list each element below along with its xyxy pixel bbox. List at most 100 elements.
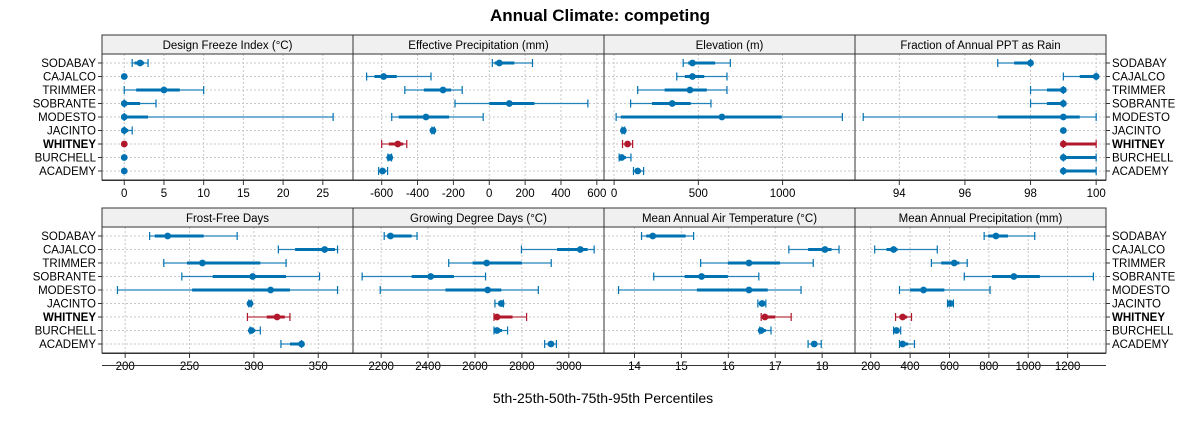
median-point [120,154,128,161]
site-mark-sobrante [454,99,589,108]
site-label: ACADEMY [39,339,96,351]
median-point [439,86,447,94]
site-mark-sodabay [149,232,238,240]
site-mark-cajalco [277,245,339,254]
panels-layer: Design Freeze Index (°C) 0 5 10 15 20 25 SODABA… [33,34,1176,373]
median-point [1010,273,1018,280]
site-label: ACADEMY [39,166,96,178]
site-mark-modesto [120,113,334,121]
median-point [497,300,505,307]
site-label: SOBRANTE [1112,272,1176,284]
site-mark-sodabay [640,232,695,240]
site-mark-jacinto [946,299,955,308]
site-label: BURCHELL [1112,153,1174,165]
site-label: SOBRANTE [33,272,97,284]
panel-4: Fraction of Annual PPT as Rain 94 96 98 100 S… [854,34,1176,200]
median-point [618,154,626,161]
median-point [624,140,631,148]
median-point [761,313,769,321]
site-mark-cajalco [874,245,938,254]
panel-title: Effective Precipitation (mm) [408,40,549,52]
site-mark-trimmer [123,86,205,94]
x-tick-label: 17 [769,361,782,373]
median-point [120,140,128,148]
site-label: JACINTO [1112,299,1161,311]
site-label: SODABAY [1112,231,1167,243]
median-point [120,100,128,107]
site-mark-whitney [120,140,128,148]
x-tick-label: 16 [722,361,735,373]
median-point [394,140,402,148]
x-tick-label: 400 [551,188,570,200]
x-tick-label: -400 [406,188,429,200]
site-label: CAJALCO [43,72,96,84]
site-mark-academy [898,340,916,348]
site-mark-trimmer [404,86,463,94]
median-point [136,59,144,67]
panel-title: Design Freeze Index (°C) [163,40,293,52]
median-point [380,73,388,80]
site-label: TRIMMER [42,258,96,270]
x-tick-label: 0 [121,188,127,200]
site-mark-sobrante [181,272,321,281]
site-label: MODESTO [1112,285,1170,297]
site-mark-burchell [493,326,509,335]
x-tick-label: 18 [816,361,829,373]
panel-8: Mean Annual Precipitation (mm) 200 400 600 8… [854,207,1176,373]
x-tick-label: 5 [161,188,167,200]
x-tick-label: 1000 [770,188,796,200]
median-point [920,286,927,294]
site-label: CAJALCO [1112,245,1165,257]
median-point [810,340,818,348]
site-mark-sobrante [361,272,487,281]
median-point [120,73,128,80]
site-mark-modesto [116,286,339,294]
median-point [890,246,897,253]
site-mark-sodabay [131,59,149,67]
x-tick-label: 0 [486,188,492,200]
site-mark-sobrante [963,272,1095,281]
site-mark-sobrante [1029,99,1067,108]
panel-title: Frost-Free Days [186,213,269,225]
site-mark-cajalco [676,72,728,81]
median-point [120,127,128,134]
site-label: WHITNEY [43,139,96,151]
site-mark-jacinto [120,126,133,135]
site-mark-whitney [381,140,408,148]
site-mark-sobrante [653,272,760,281]
x-tick-label: 3000 [556,361,582,373]
site-mark-whitney [894,313,913,321]
site-mark-whitney [621,140,634,148]
site-mark-trimmer [1029,86,1067,94]
median-point [120,113,128,121]
median-point [757,327,765,334]
x-tick-label: 10 [197,188,210,200]
median-point [321,246,329,253]
site-mark-jacinto [429,126,437,135]
median-point [495,59,503,67]
site-label: ACADEMY [1112,166,1169,178]
site-mark-academy [632,167,645,175]
panel-title: Mean Annual Air Temperature (°C) [642,213,817,225]
x-tick-label: 600 [940,361,959,373]
site-label: TRIMMER [1112,258,1166,270]
median-point [483,259,491,267]
site-label: JACINTO [47,299,96,311]
site-mark-modesto [898,286,991,294]
median-point [1027,59,1034,67]
panel-1: Design Freeze Index (°C) 0 5 10 15 20 25 SODABA… [33,34,354,200]
x-tick-label: 600 [587,188,606,200]
x-tick-label: 800 [979,361,998,373]
panel-2: Effective Precipitation (mm) -600 -400 -200… [352,34,606,200]
x-tick-label: 350 [309,361,328,373]
site-mark-burchell [120,154,128,161]
median-point [247,327,255,334]
x-tick-label: 100 [1087,188,1106,200]
site-label: TRIMMER [1112,85,1166,97]
panel-6: Growing Degree Days (°C) 2200 2400 2600 2800… [352,207,605,373]
site-label: MODESTO [38,112,96,124]
site-label: SOBRANTE [33,99,97,111]
median-point [649,232,657,240]
site-label: ACADEMY [1112,339,1169,351]
